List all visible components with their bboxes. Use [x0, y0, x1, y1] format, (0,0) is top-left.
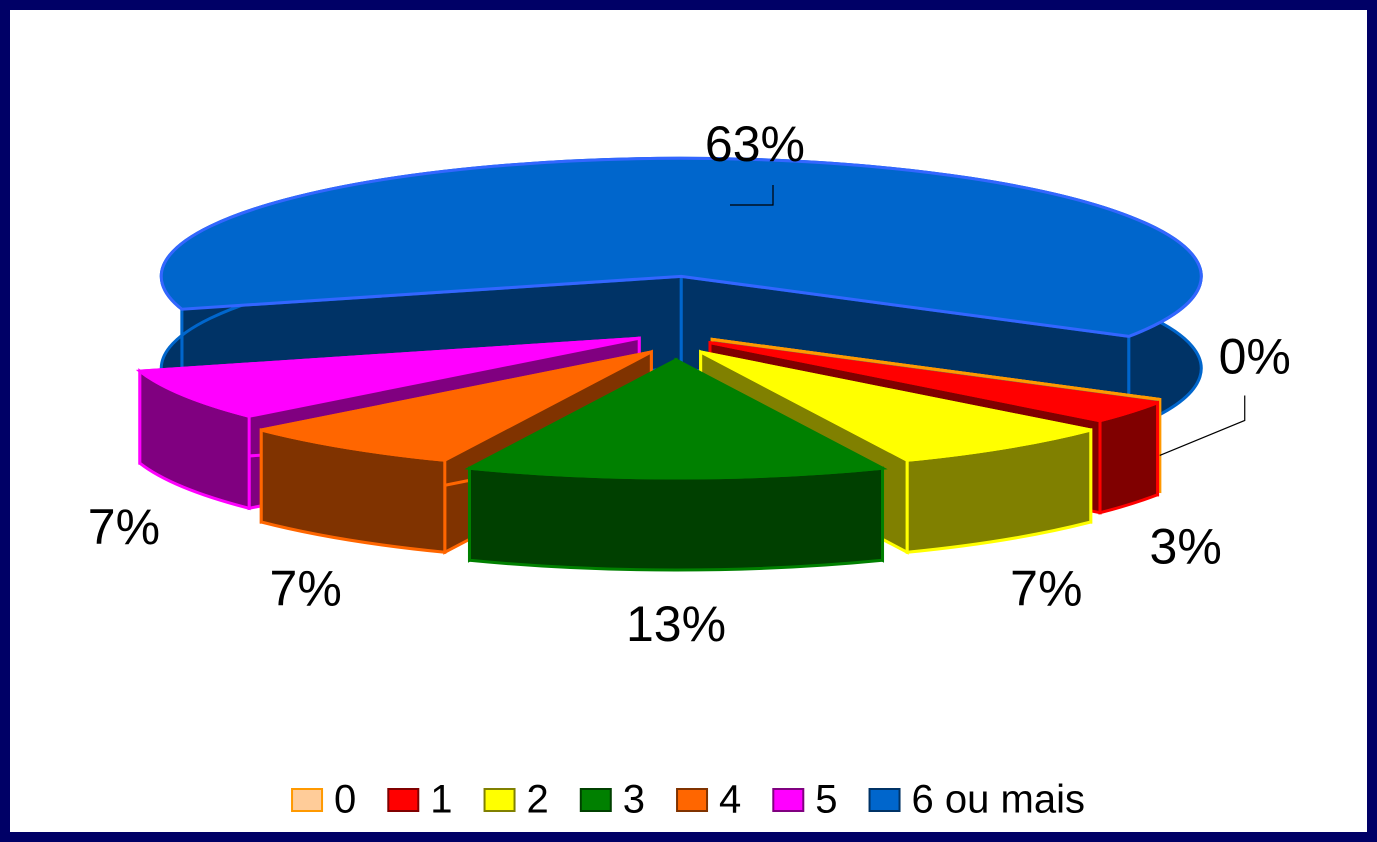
data-label: 7% [1010, 560, 1082, 616]
slice [464, 357, 888, 572]
slice-top [135, 336, 640, 418]
legend-label: 4 [719, 778, 741, 822]
data-label: 63% [705, 116, 805, 172]
legend-swatch [291, 788, 324, 812]
legend-swatch [676, 788, 709, 812]
leader-line [730, 185, 774, 206]
data-label: 13% [626, 596, 726, 652]
slice-top [699, 350, 1092, 462]
legend-label: 5 [815, 778, 837, 822]
data-label: 7% [270, 560, 342, 616]
legend-label: 2 [527, 778, 549, 822]
legend-label: 6 ou mais [912, 778, 1085, 822]
legend-label: 1 [430, 778, 452, 822]
slice-top [464, 358, 888, 480]
legend-label: 3 [623, 778, 645, 822]
slice-wall [467, 466, 885, 572]
data-label: 7% [88, 499, 160, 555]
legend-swatch [868, 788, 901, 812]
legend-swatch [579, 788, 612, 812]
slice-top [260, 350, 653, 462]
slice-top [159, 156, 1203, 338]
data-label: 3% [1150, 519, 1222, 575]
data-label: 0% [1219, 329, 1291, 385]
slice-top [709, 341, 1159, 423]
legend-swatch [772, 788, 805, 812]
legend-swatch [387, 788, 420, 812]
legend: 0 1 2 3 4 5 6 ou mais [291, 778, 1085, 822]
legend-swatch [483, 788, 516, 812]
slice-top [711, 337, 1160, 401]
leader-line [1159, 395, 1246, 457]
legend-label: 0 [334, 778, 356, 822]
